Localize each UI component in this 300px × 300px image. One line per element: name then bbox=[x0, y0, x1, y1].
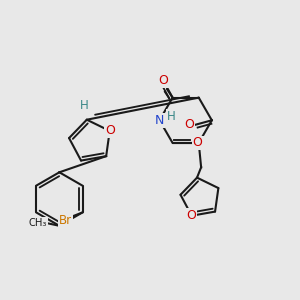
Text: H: H bbox=[167, 110, 175, 123]
Text: N: N bbox=[194, 136, 203, 149]
Text: CH₃: CH₃ bbox=[29, 218, 47, 228]
Text: H: H bbox=[80, 99, 88, 112]
Text: O: O bbox=[105, 124, 115, 137]
Text: Br: Br bbox=[59, 214, 72, 227]
Text: O: O bbox=[193, 136, 202, 149]
Text: N: N bbox=[155, 114, 164, 127]
Text: O: O bbox=[187, 209, 196, 222]
Text: O: O bbox=[158, 74, 168, 87]
Text: O: O bbox=[184, 118, 194, 131]
